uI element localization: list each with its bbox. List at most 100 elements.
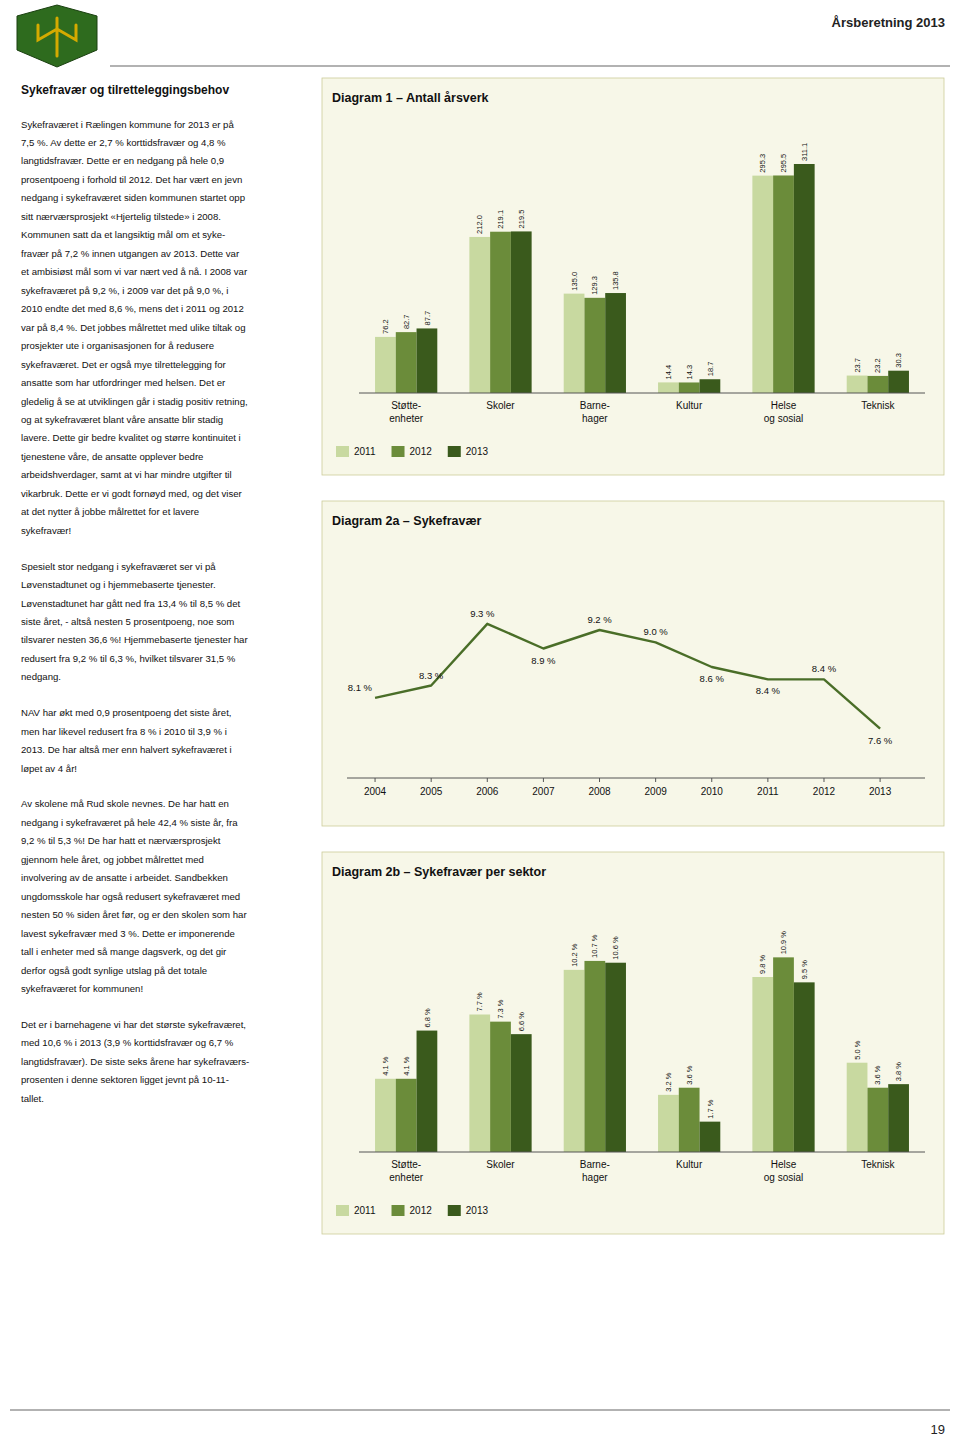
data-label: 82.7 [402, 315, 411, 330]
x-tick-label: Teknisk [861, 1159, 895, 1170]
text-line: arbeidshverdager, samt at vi har mindre … [21, 469, 232, 480]
data-label: 8.1 % [348, 682, 373, 693]
legend-label: 2012 [410, 446, 433, 457]
legend-label: 2011 [354, 1205, 376, 1216]
bar [888, 371, 909, 393]
legend-item: 2013 [448, 446, 489, 457]
text-line: sykefravær! [21, 525, 71, 536]
data-label: 3.2 % [664, 1072, 673, 1092]
text-line: ansatte som har utfordringer med helsen.… [21, 377, 226, 388]
legend-swatch [336, 446, 349, 457]
text-line: med 10,6 % i 2013 (3,9 % korttidsfravær … [21, 1037, 234, 1048]
data-label: 7.3 % [496, 999, 505, 1019]
paragraph: NAV har økt med 0,9 prosentpoeng det sis… [21, 707, 232, 773]
text-line: 9,2 % til 5,3 %! De har hatt et nærværsp… [21, 835, 221, 846]
bar [375, 337, 396, 393]
bar [679, 382, 700, 393]
data-label: 10.7 % [590, 934, 599, 958]
legend-swatch [392, 446, 405, 457]
text-line: 2010 endte det med 8,6 %, mens det i 201… [21, 303, 244, 314]
legend-label: 2013 [466, 446, 489, 457]
bar [773, 175, 794, 393]
x-tick-label: Barne-hager [580, 400, 610, 424]
x-tick-label: 2007 [532, 786, 555, 797]
x-tick [823, 778, 824, 782]
page-number: 19 [931, 1422, 945, 1437]
text-line: lavere. Dette gir bedre kvalitet og stør… [21, 432, 241, 443]
data-label: 219.1 [496, 210, 505, 229]
page-background [0, 0, 960, 1443]
data-label: 30.3 [894, 353, 903, 368]
data-labels: 76.2212.0135.014.4295.323.782.7219.1129.… [381, 143, 903, 380]
text-line: nedgang. [21, 671, 61, 682]
data-label: 6.6 % [517, 1012, 526, 1032]
x-tick-label: Teknisk [861, 400, 895, 411]
line-group [375, 624, 880, 729]
text-line: involvering av de ansatte i arbeidet. Sa… [21, 872, 228, 883]
legend-swatch [448, 1205, 461, 1216]
text-line: Kommunen satt da et langsiktig mål om et… [21, 229, 225, 240]
bar [417, 1031, 438, 1152]
legend-item: 2012 [392, 1205, 433, 1216]
text-line: Teknisk [861, 400, 895, 411]
x-tick-label: 2013 [869, 786, 892, 797]
text-line: og sosial [764, 1172, 803, 1183]
text-line: Teknisk [861, 1159, 895, 1170]
text-line: et ambisiøst mål som vi var nært ved å n… [21, 266, 248, 277]
text-line: Støtte- [391, 1159, 421, 1170]
logo-shield [17, 5, 97, 67]
x-tick [767, 778, 768, 782]
x-tick-label: Skoler [486, 400, 515, 411]
text-line: Løvenstadtunet har gått ned fra 13,4 % t… [21, 598, 241, 609]
data-label: 6.8 % [423, 1008, 432, 1028]
data-label: 14.4 [664, 365, 673, 380]
text-line: nesten 50 % siden året før, og er den sk… [21, 909, 247, 920]
bar [584, 298, 605, 393]
legend-label: 2013 [466, 1205, 489, 1216]
data-label: 10.2 % [570, 943, 579, 967]
bar [700, 1122, 721, 1152]
data-label: 9.0 % [643, 626, 668, 637]
panel-background [322, 852, 944, 1234]
x-axis-line [359, 1152, 925, 1153]
text-line: Kultur [676, 400, 703, 411]
data-label: 10.9 % [779, 931, 788, 955]
text-line: Løvenstadtunet og i hjemmebaserte tjenes… [21, 579, 216, 590]
bar [752, 176, 773, 393]
bar [605, 963, 626, 1152]
text-line: hager [582, 413, 608, 424]
text-line: tallet. [21, 1093, 44, 1104]
text-line: men har likevel redusert fra 8 % i 2010 … [21, 726, 227, 737]
bar [511, 1034, 532, 1152]
data-label: 9.5 % [800, 960, 809, 980]
data-label: 87.7 [423, 311, 432, 326]
data-label: 135.0 [570, 272, 579, 291]
x-tick-label: Kultur [676, 1159, 703, 1170]
text-line: Spesielt stor nedgang i sykefraværet ser… [21, 561, 216, 572]
data-label: 9.8 % [758, 954, 767, 974]
bar [605, 293, 626, 393]
data-label: 8.4 % [756, 685, 781, 696]
text-line: enheter [389, 413, 424, 424]
data-label: 3.8 % [894, 1062, 903, 1082]
bar [700, 379, 721, 393]
text-line: nedgang i sykefraværet siden kommunen st… [21, 192, 245, 203]
x-tick [711, 778, 712, 782]
footer-rule [10, 1409, 950, 1411]
legend-label: 2011 [354, 446, 376, 457]
data-label: 7.7 % [475, 992, 484, 1012]
data-label: 1.7 % [706, 1099, 715, 1119]
bar [490, 232, 511, 393]
text-line: Barne- [580, 400, 610, 411]
bar [658, 382, 679, 393]
paragraph: Av skolene må Rud skole nevnes. De har h… [21, 798, 247, 994]
chart-title: Diagram 2a – Sykefravær [332, 514, 482, 528]
data-label: 18.7 [706, 362, 715, 377]
legend-swatch [336, 1205, 349, 1216]
data-label: 135.8 [611, 271, 620, 290]
chart-panel: Diagram 1 – Antall årsverk76.2212.0135.0… [322, 78, 944, 475]
text-line: Helse [771, 1159, 797, 1170]
bars [375, 957, 909, 1152]
data-label: 3.6 % [873, 1065, 882, 1085]
paragraph: Sykefraværet i Rælingen kommune for 2013… [21, 119, 248, 536]
